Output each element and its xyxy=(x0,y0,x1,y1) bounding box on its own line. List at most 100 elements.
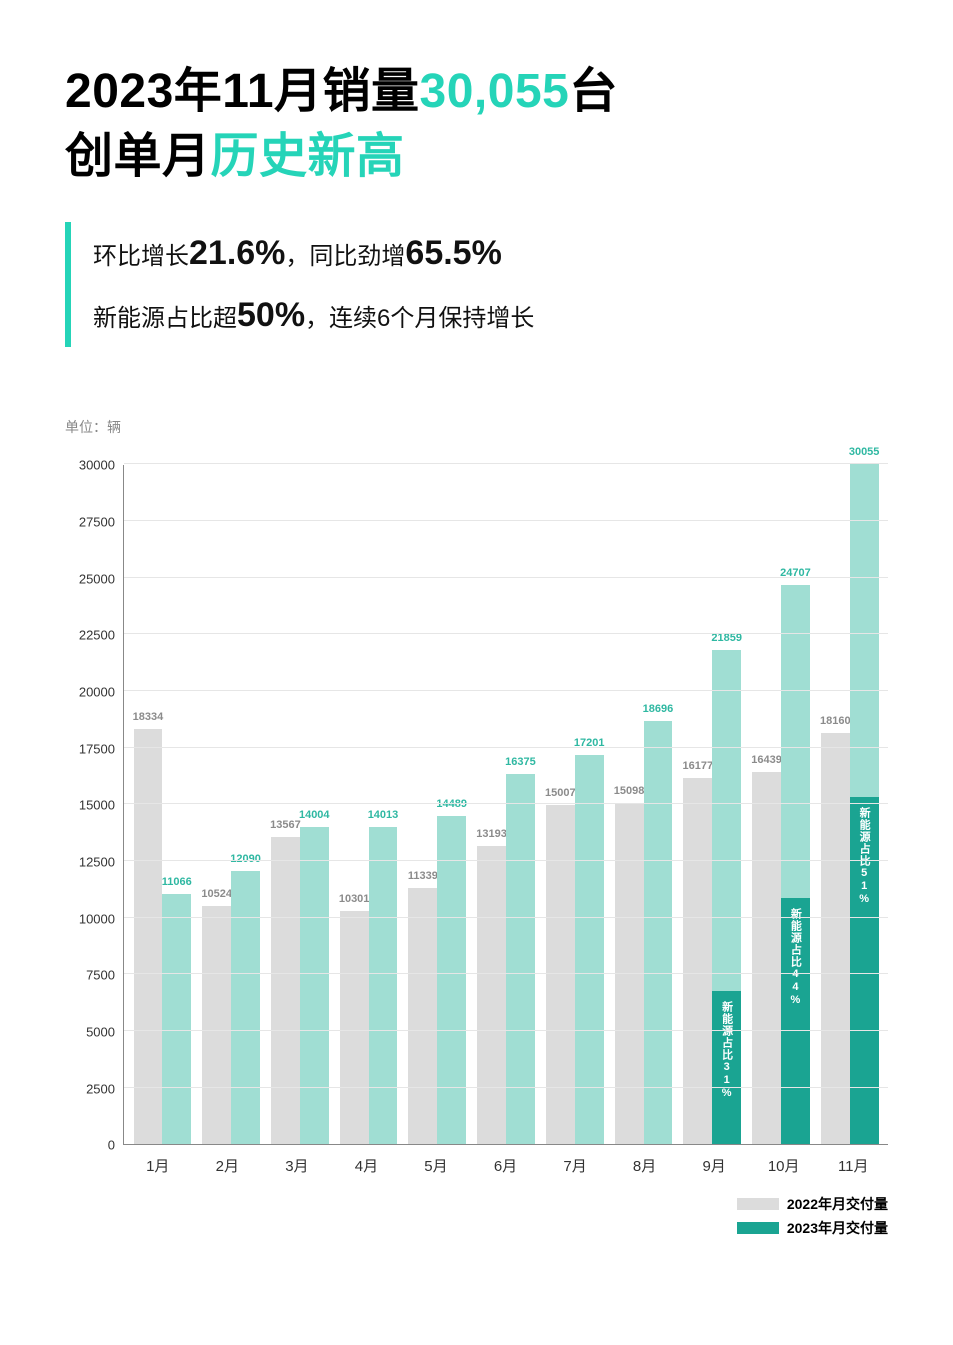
month-group: 1816030055新能源占比51% xyxy=(815,465,884,1144)
y-tick-label: 27500 xyxy=(79,515,115,530)
bar-value-label: 15007 xyxy=(545,787,576,799)
bar-2023: 18696 xyxy=(644,721,673,1144)
y-tick-label: 25000 xyxy=(79,571,115,586)
bar-2022: 16439 xyxy=(752,772,781,1144)
x-axis-label: 1月 xyxy=(123,1155,193,1176)
subtitle-line-2: 新能源占比超50%，连续6个月保持增长 xyxy=(93,284,888,347)
month-group: 10524 12090 xyxy=(197,465,266,1144)
bar-2023: 16375 xyxy=(506,774,535,1145)
legend-swatch xyxy=(737,1198,779,1210)
y-tick-label: 2500 xyxy=(86,1081,115,1096)
y-tick-label: 5000 xyxy=(86,1025,115,1040)
grid-line xyxy=(124,577,888,578)
grid-line xyxy=(124,860,888,861)
legend-swatch xyxy=(737,1222,779,1234)
bar-value-label: 16375 xyxy=(505,756,536,768)
bar-value-label: 30055 xyxy=(849,446,880,458)
grid-line xyxy=(124,1030,888,1031)
subtitle-line-1: 环比增长21.6%，同比劲增65.5% xyxy=(93,222,888,285)
title-highlight-number: 30,055 xyxy=(420,65,570,118)
title-line2-highlight: 历史新高 xyxy=(211,130,405,183)
legend-label: 2022年月交付量 xyxy=(787,1194,888,1214)
month-group: 1030114013 xyxy=(334,465,403,1144)
x-axis-label: 8月 xyxy=(610,1155,680,1176)
x-axis-label: 10月 xyxy=(749,1155,819,1176)
subtitle-text: 新能源占比超 xyxy=(93,305,237,332)
grid-line xyxy=(124,633,888,634)
y-tick-label: 22500 xyxy=(79,628,115,643)
x-axis: 1月2月3月4月5月6月7月8月9月10月11月 xyxy=(123,1155,888,1176)
bar-2023: 24707新能源占比44% xyxy=(781,585,810,1144)
title-text-2: 台 xyxy=(569,65,618,118)
y-tick-label: 12500 xyxy=(79,855,115,870)
overlay-label: 新能源占比31% xyxy=(719,991,735,1100)
grid-line xyxy=(124,803,888,804)
title-line2-text-1: 创单月 xyxy=(65,130,211,183)
x-axis-label: 2月 xyxy=(193,1155,263,1176)
bar-2023: 21859新能源占比31% xyxy=(712,650,741,1145)
grid-line xyxy=(124,520,888,521)
x-axis-label: 6月 xyxy=(471,1155,541,1176)
bar-value-label: 10301 xyxy=(339,893,370,905)
bar-value-label: 14013 xyxy=(368,809,399,821)
month-group: 1356714004 xyxy=(265,465,334,1144)
chart-plot-area: 1833411066105241209013567140041030114013… xyxy=(123,465,888,1145)
y-tick-label: 30000 xyxy=(79,458,115,473)
legend-label: 2023年月交付量 xyxy=(787,1218,888,1238)
bar-value-label: 10524 xyxy=(201,888,232,900)
bar-value-label: 14004 xyxy=(299,809,330,821)
bar-value-label: 12090 xyxy=(230,853,261,865)
month-group: 1617721859新能源占比31% xyxy=(678,465,747,1144)
main-title: 2023年11月销量30,055台 创单月历史新高 xyxy=(65,60,888,190)
y-tick-label: 15000 xyxy=(79,798,115,813)
month-group: 1643924707新能源占比44% xyxy=(747,465,816,1144)
legend-item: 2023年月交付量 xyxy=(737,1218,888,1238)
chart-legend: 2022年月交付量 2023年月交付量 xyxy=(65,1194,888,1238)
bar-2022: 18160 xyxy=(821,733,850,1144)
subtitle-text: ，同比劲增 xyxy=(285,243,405,270)
bar-2022: 13193 xyxy=(477,846,506,1145)
y-tick-label: 10000 xyxy=(79,911,115,926)
month-group: 1500717201 xyxy=(540,465,609,1144)
bar-2022: 10301 xyxy=(340,911,369,1144)
new-energy-overlay: 新能源占比44% xyxy=(781,898,810,1144)
subtitle-percent: 50% xyxy=(237,296,305,334)
subtitle-percent: 65.5% xyxy=(405,234,501,272)
subtitle-text: 环比增长 xyxy=(93,243,189,270)
grid-line xyxy=(124,917,888,918)
bars-container: 1833411066105241209013567140041030114013… xyxy=(124,465,888,1144)
y-axis: 0250050007500100001250015000175002000022… xyxy=(65,465,123,1145)
bar-2023: 11066 xyxy=(162,894,191,1144)
bar-value-label: 11339 xyxy=(408,870,438,882)
overlay-label: 新能源占比51% xyxy=(856,797,872,906)
subtitle-text: ，连续6个月保持增长 xyxy=(305,305,534,332)
y-tick-label: 0 xyxy=(108,1138,115,1153)
x-axis-label: 4月 xyxy=(332,1155,402,1176)
month-group: 1133914489 xyxy=(403,465,472,1144)
bar-2023: 14013 xyxy=(369,827,398,1144)
x-axis-label: 3月 xyxy=(262,1155,332,1176)
bar-2023: 14489 xyxy=(437,816,466,1144)
bar-value-label: 14489 xyxy=(436,798,467,810)
bar-2022: 11339 xyxy=(408,888,437,1145)
grid-line xyxy=(124,747,888,748)
grid-line xyxy=(124,690,888,691)
month-group: 1319316375 xyxy=(472,465,541,1144)
subtitle-block: 环比增长21.6%，同比劲增65.5% 新能源占比超50%，连续6个月保持增长 xyxy=(65,222,888,348)
bar-value-label: 13193 xyxy=(476,828,507,840)
sales-bar-chart: 0250050007500100001250015000175002000022… xyxy=(65,465,888,1145)
new-energy-overlay: 新能源占比31% xyxy=(712,991,741,1144)
unit-label: 单位：辆 xyxy=(65,417,888,437)
bar-value-label: 16439 xyxy=(751,754,782,766)
x-axis-label: 11月 xyxy=(818,1155,888,1176)
bar-2022: 16177 xyxy=(683,778,712,1144)
bar-2022: 10524 xyxy=(202,906,231,1144)
bar-value-label: 18160 xyxy=(820,715,851,727)
grid-line xyxy=(124,1087,888,1088)
new-energy-overlay: 新能源占比51% xyxy=(850,797,879,1144)
y-tick-label: 20000 xyxy=(79,685,115,700)
bar-2022: 18334 xyxy=(134,729,163,1144)
bar-value-label: 16177 xyxy=(683,760,714,772)
x-axis-label: 9月 xyxy=(679,1155,749,1176)
x-axis-label: 5月 xyxy=(401,1155,471,1176)
